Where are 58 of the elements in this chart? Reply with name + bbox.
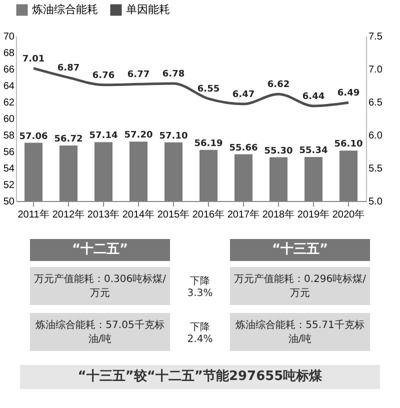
data-label: 55.30 [264,146,293,156]
x-tick-label: 2017年 [227,208,260,220]
data-label: 6.62 [267,80,290,90]
data-label: 57.06 [19,132,48,142]
data-label: 6.76 [92,70,115,81]
y2-tick-label: 6.5 [368,98,383,108]
text: “十三五” [230,239,370,261]
data-label: 57.14 [89,131,118,142]
y-tick-label: 52 [3,180,15,191]
data-label: 6.47 [232,90,255,100]
y-tick-label: 62 [3,98,15,108]
legend-label: 单因能耗 [126,3,170,16]
data-label: 6.78 [162,70,185,80]
data-label: 55.34 [299,146,328,156]
text: “十二五” [30,239,170,261]
x-tick-label: 2018年 [262,208,295,220]
x-tick-label: 2014年 [122,208,155,220]
data-label: 56.72 [54,134,83,145]
data-label: 6.55 [197,84,220,95]
data-label: 55.66 [229,143,258,154]
data-label: 6.87 [57,64,80,74]
y-tick-label: 50 [3,196,15,208]
data-label: 6.49 [337,88,360,99]
data-label: 7.01 [22,54,45,64]
data-label: 57.10 [159,131,188,142]
x-tick-label: 2015年 [157,208,190,220]
data-label: 6.44 [302,92,325,102]
data-label: 56.19 [194,138,223,149]
y-tick-label: 64 [3,81,15,92]
y2-tick-label: 6.0 [368,130,383,142]
x-tick-label: 2016年 [192,208,225,220]
y-tick-label: 68 [3,48,15,59]
y-tick-label: 54 [3,164,15,174]
x-tick-label: 2011年 [18,208,50,220]
text: 万元产值能耗：0.296吨标煤/万元 [230,267,370,305]
y-tick-label: 58 [3,130,15,142]
y-tick-label: 66 [3,64,15,76]
x-tick-label: 2020年 [332,208,365,220]
data-label: 57.20 [124,130,153,141]
text: 万元产值能耗：0.306吨标煤/万元 [30,267,170,305]
data-label: 56.10 [334,140,363,150]
y2-tick-label: 7.0 [368,64,383,76]
text: 下降 3.3% [186,274,214,300]
text: 炼油综合能耗：57.05千克标油/吨 [30,313,170,351]
y2-tick-label: 5.0 [368,196,383,208]
text: 下降 2.4% [186,320,214,346]
x-tick-label: 2012年 [52,208,85,220]
text: 炼油综合能耗：55.71千克标油/吨 [230,313,370,351]
y-tick-label: 56 [3,147,15,158]
y-tick-label: 70 [3,32,15,42]
text: “十三五”较“十二五”节能297655吨标煤 [20,365,380,389]
data-label: 6.77 [127,70,150,80]
legend-label: 炼油综合能耗 [32,3,98,16]
y2-tick-label: 7.5 [368,32,383,42]
y-tick-label: 60 [3,114,15,125]
y2-tick-label: 5.5 [368,164,383,174]
x-tick-label: 2013年 [87,208,120,220]
x-tick-label: 2019年 [297,208,330,220]
